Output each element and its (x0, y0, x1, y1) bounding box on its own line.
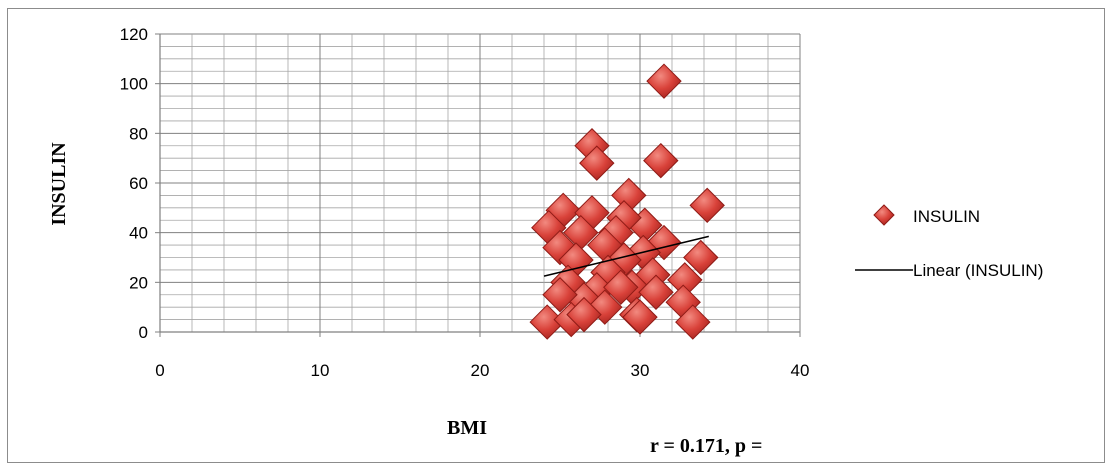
y-tick-label: 20 (129, 273, 148, 292)
data-point (646, 63, 682, 99)
y-tick-label: 120 (120, 25, 148, 44)
legend-label-linear: Linear (INSULIN) (913, 261, 1043, 280)
diamond-shape (579, 145, 615, 181)
diamond-shape (873, 204, 895, 226)
diamond-shape (643, 142, 679, 179)
diamond-shape (689, 187, 725, 224)
data-point (579, 145, 615, 181)
trendline (543, 235, 709, 277)
legend-marker-insulin (873, 204, 895, 226)
diamond-shape (566, 296, 602, 333)
data-point (683, 239, 719, 276)
y-axis-title: INSULIN (48, 142, 70, 226)
y-tick-label: 0 (139, 323, 148, 342)
legend-label-insulin: INSULIN (913, 207, 980, 226)
diamond-shape (622, 299, 658, 335)
diamond-shape (646, 63, 682, 99)
y-tick-label: 40 (129, 224, 148, 243)
trendline-layer (543, 235, 709, 277)
chart-frame: 0 20 40 60 80 100 120 0 10 20 30 40 BMI INSULIN INS… (7, 8, 1105, 463)
tick-labels: 0 20 40 60 80 100 120 0 10 20 30 40 (120, 25, 810, 380)
legend: INSULIN Linear (INSULIN) (855, 204, 1043, 280)
y-tick-label: 100 (120, 75, 148, 94)
scatter-points (529, 63, 725, 340)
x-axis-title: BMI (447, 417, 487, 439)
data-point (603, 269, 639, 306)
data-point (622, 299, 658, 335)
data-point (566, 296, 602, 333)
data-point (542, 277, 578, 313)
legend-diamond-icon (873, 204, 895, 226)
diamond-shape (638, 274, 674, 310)
x-tick-label: 40 (791, 361, 810, 380)
data-point (643, 142, 679, 179)
x-tick-label: 0 (155, 361, 164, 380)
data-point (689, 187, 725, 224)
scatter-chart: 0 20 40 60 80 100 120 0 10 20 30 40 BMI INSULIN INS… (48, 25, 1043, 457)
correlation-annotation: r = 0.171, p = (650, 435, 762, 457)
diamond-shape (675, 304, 711, 340)
x-tick-label: 30 (631, 361, 650, 380)
diamond-shape (683, 239, 719, 276)
y-tick-label: 60 (129, 174, 148, 193)
diamond-shape (542, 277, 578, 313)
x-tick-label: 20 (471, 361, 490, 380)
x-tick-label: 10 (311, 361, 330, 380)
y-tick-label: 80 (129, 124, 148, 143)
diamond-shape (603, 269, 639, 306)
grid (155, 33, 801, 337)
data-point (638, 274, 674, 310)
data-point (675, 304, 711, 340)
